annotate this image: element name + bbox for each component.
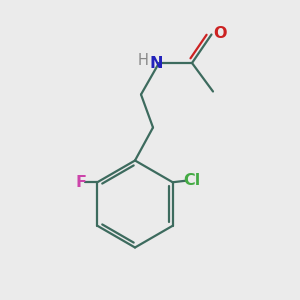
Text: Cl: Cl bbox=[184, 173, 201, 188]
Text: N: N bbox=[149, 56, 163, 70]
Text: F: F bbox=[75, 175, 86, 190]
Text: O: O bbox=[213, 26, 227, 40]
Text: H: H bbox=[138, 53, 149, 68]
